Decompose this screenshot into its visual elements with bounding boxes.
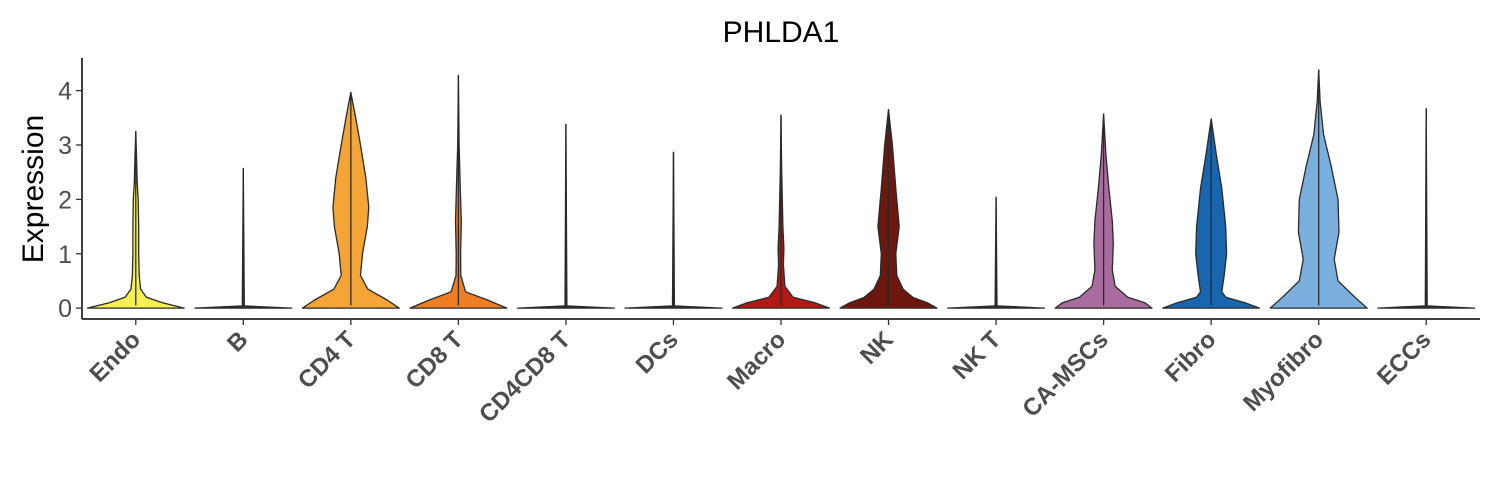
y-tick-label: 3: [58, 132, 72, 160]
x-tick-label: Endo: [85, 326, 147, 388]
y-tick-label: 1: [58, 241, 72, 269]
x-tick-label: NK: [855, 326, 899, 370]
x-axis: Endo B CD4 T CD8 T CD4CD8 T DCs Macro NK NK T CA-…: [82, 318, 1480, 428]
x-tick-label: CD4 T: [293, 326, 361, 394]
x-tick-label: B: [222, 326, 253, 357]
y-tick-label: 2: [58, 186, 72, 214]
violin-layer: [86, 69, 1476, 309]
y-axis: 0 1 2 3 4: [58, 58, 83, 323]
x-tick-label: Fibro: [1160, 326, 1222, 388]
x-tick-label: NK T: [948, 326, 1007, 385]
y-tick-label: 0: [58, 295, 72, 323]
x-tick-label: Myofibro: [1238, 326, 1329, 417]
y-tick-label: 4: [58, 78, 72, 106]
chart-title: PHLDA1: [723, 16, 840, 49]
x-tick-label: CD8 T: [401, 326, 469, 394]
x-tick-label: CA-MSCs: [1017, 326, 1113, 422]
x-tick-label: DCs: [631, 326, 684, 379]
x-tick-label: CD4CD8 T: [474, 326, 576, 428]
x-tick-label: ECCs: [1372, 326, 1436, 390]
y-axis-label: Expression: [17, 115, 50, 263]
x-tick-label: Macro: [722, 326, 791, 395]
